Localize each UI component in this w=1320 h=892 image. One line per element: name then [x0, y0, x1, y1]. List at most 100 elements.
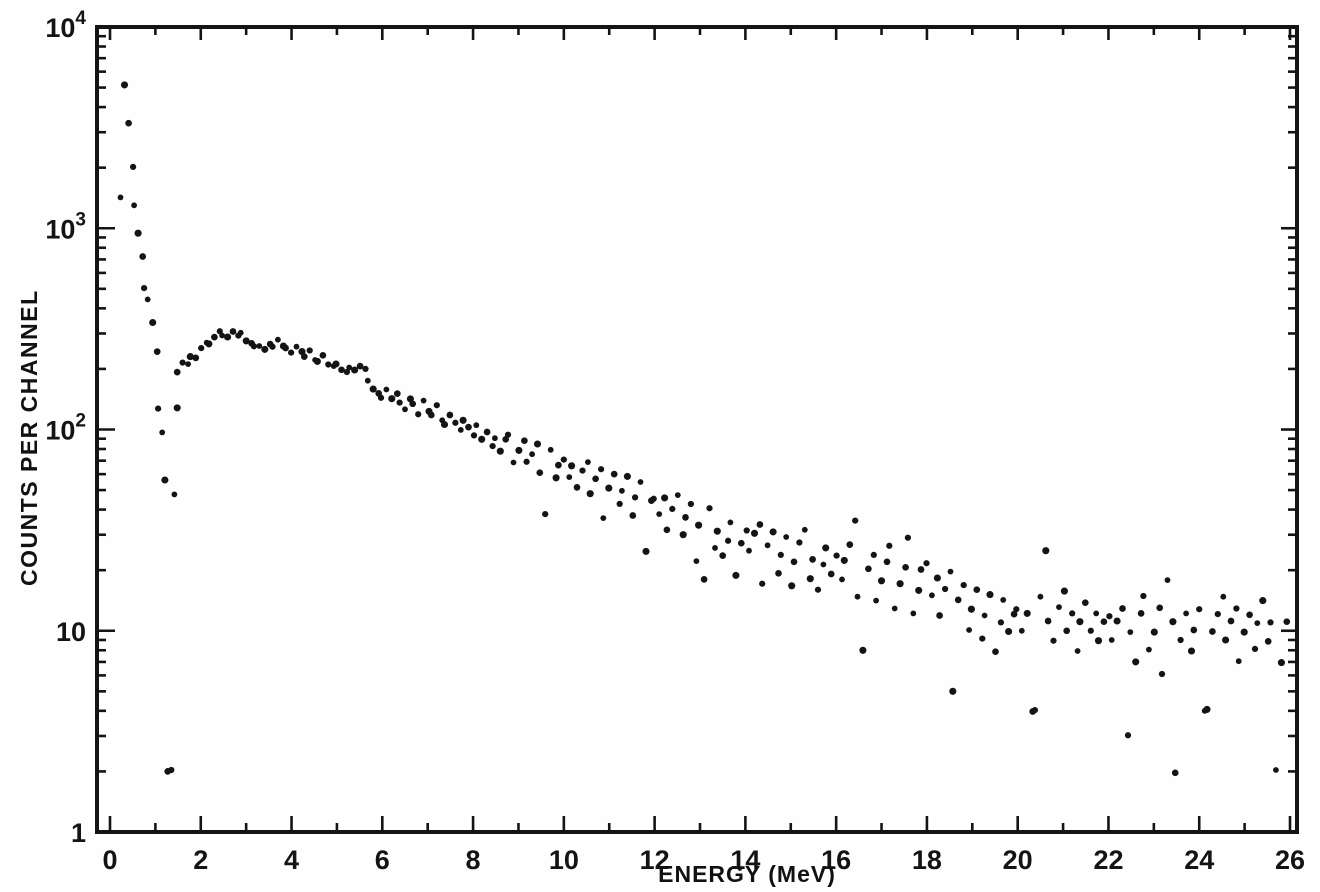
data-point — [198, 344, 205, 352]
data-point — [1187, 647, 1196, 655]
data-point — [1081, 599, 1089, 607]
data-point — [1277, 659, 1285, 667]
data-point — [616, 500, 623, 508]
data-point — [1267, 619, 1274, 626]
data-point — [1209, 628, 1216, 635]
data-point — [1183, 610, 1189, 617]
x-tick-label: 8 — [466, 845, 481, 875]
data-point — [865, 565, 872, 573]
data-point — [533, 440, 542, 448]
y-tick-label: 10 — [56, 617, 86, 647]
data-point — [896, 580, 904, 588]
x-tick-label: 6 — [375, 845, 390, 875]
data-point — [1124, 732, 1132, 739]
data-point — [1044, 617, 1052, 625]
data-point — [521, 437, 528, 445]
data-point — [219, 332, 226, 339]
data-point — [1137, 610, 1145, 617]
data-point — [870, 551, 877, 559]
data-point — [682, 514, 689, 521]
data-point — [153, 348, 161, 355]
data-point — [396, 399, 403, 406]
data-point — [552, 474, 560, 482]
data-point — [973, 586, 981, 594]
data-point — [1177, 636, 1184, 644]
data-point — [205, 340, 213, 348]
data-point — [140, 284, 148, 292]
data-point — [377, 394, 385, 401]
data-point — [631, 494, 639, 501]
data-point — [343, 368, 351, 376]
data-point — [154, 405, 162, 412]
data-point — [149, 318, 157, 327]
x-tick-label: 24 — [1184, 845, 1214, 875]
data-point — [173, 368, 181, 376]
data-point — [1246, 611, 1253, 619]
data-point — [743, 527, 750, 534]
data-point — [470, 432, 478, 439]
data-point — [1113, 617, 1121, 625]
y-tick-label: 1 — [71, 818, 86, 848]
data-point — [402, 406, 408, 413]
data-point — [986, 591, 994, 599]
y-axis-title: COUNTS PER CHANNEL — [16, 289, 42, 586]
data-point — [489, 442, 496, 450]
data-point — [446, 411, 454, 419]
data-point — [1023, 609, 1031, 617]
data-point — [820, 561, 827, 568]
data-point — [737, 539, 745, 547]
data-point — [997, 619, 1005, 626]
data-point — [619, 487, 625, 494]
y-tick-label: 103 — [45, 209, 86, 244]
data-point — [700, 576, 708, 583]
data-point — [650, 495, 657, 502]
data-point — [250, 343, 258, 350]
data-point — [211, 333, 218, 341]
data-point — [1108, 637, 1115, 643]
y-tick-label: 104 — [45, 8, 86, 43]
x-tick-label: 12 — [640, 845, 670, 875]
x-tick-label: 26 — [1275, 845, 1305, 875]
data-point — [796, 539, 803, 546]
data-point — [1037, 593, 1044, 600]
data-point — [1060, 587, 1068, 595]
data-point — [806, 575, 814, 583]
data-point — [1259, 597, 1267, 605]
data-point — [979, 635, 986, 642]
data-point — [929, 592, 935, 599]
data-point — [483, 428, 491, 436]
data-point — [886, 542, 893, 549]
data-point — [1132, 658, 1140, 666]
data-point — [949, 687, 957, 695]
data-point — [719, 552, 727, 559]
data-point — [891, 605, 898, 612]
data-point — [242, 337, 250, 345]
data-point — [854, 593, 861, 600]
data-point — [827, 570, 835, 578]
x-tick-label: 20 — [1003, 845, 1033, 875]
data-point — [600, 515, 607, 521]
data-point — [117, 194, 124, 201]
data-point — [134, 229, 142, 237]
data-point — [547, 446, 554, 453]
data-point — [1254, 620, 1261, 626]
data-point — [809, 556, 816, 563]
data-point — [637, 479, 644, 485]
data-point — [161, 476, 169, 484]
data-point — [585, 459, 591, 465]
x-tick-label: 16 — [821, 845, 851, 875]
data-point — [1042, 547, 1050, 555]
data-point — [332, 360, 340, 368]
data-point — [1056, 604, 1062, 610]
data-point — [560, 456, 567, 463]
data-point — [293, 343, 300, 350]
data-point — [478, 435, 486, 443]
data-point — [393, 390, 401, 397]
data-point — [814, 586, 822, 593]
data-point — [319, 351, 327, 359]
data-point — [346, 364, 353, 371]
data-point — [523, 458, 530, 465]
data-point — [1013, 606, 1020, 613]
data-point — [750, 529, 759, 537]
